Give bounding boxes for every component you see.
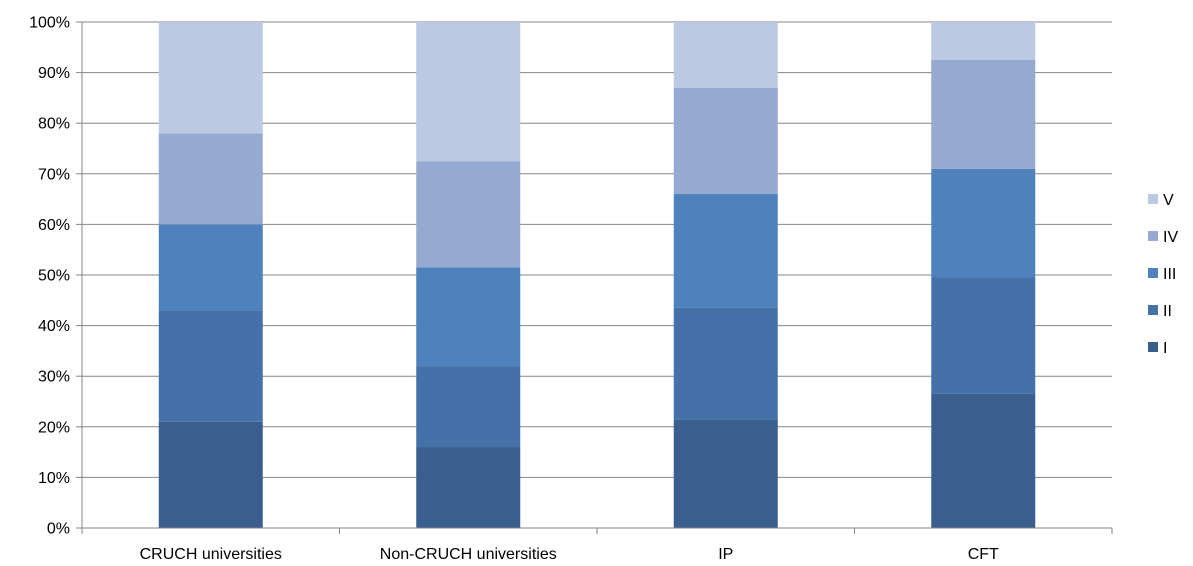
legend-swatch [1148, 194, 1158, 204]
bar-segment-iv [158, 133, 263, 225]
y-tick-label: 70% [38, 166, 70, 183]
legend-label: III [1163, 266, 1176, 283]
y-tick-label: 60% [38, 217, 70, 234]
bar-segment-iv [931, 59, 1036, 169]
y-tick-label: 0% [47, 521, 70, 538]
legend-label: I [1163, 340, 1167, 357]
bar-segment-iii [416, 267, 521, 367]
bar-segment-ii [158, 310, 263, 422]
x-tick-label: CFT [968, 546, 999, 563]
y-tick-label: 50% [38, 268, 70, 285]
bar-segment-i [416, 447, 521, 528]
bar-segment-v [416, 22, 521, 162]
y-tick-label: 80% [38, 116, 70, 133]
y-tick-label: 30% [38, 369, 70, 386]
legend-label: V [1163, 192, 1174, 209]
bar-segment-i [931, 393, 1036, 528]
bar-segment-iv [416, 161, 521, 268]
bar-segment-iii [158, 224, 263, 311]
legend-swatch [1148, 268, 1158, 278]
bar-segment-iii [673, 194, 778, 308]
bar-segment-iv [673, 87, 778, 195]
bar-segment-v [158, 22, 263, 134]
x-tick-label: IP [718, 546, 733, 563]
legend-swatch [1148, 231, 1158, 241]
x-tick-label: Non-CRUCH universities [380, 546, 557, 563]
bar-segment-ii [416, 366, 521, 448]
legend-label: IV [1163, 229, 1178, 246]
y-tick-label: 90% [38, 65, 70, 82]
y-tick-label: 40% [38, 318, 70, 335]
legend-swatch [1148, 305, 1158, 315]
legend-swatch [1148, 342, 1158, 352]
y-tick-label: 100% [29, 15, 70, 32]
y-tick-label: 20% [38, 419, 70, 436]
bar-segment-v [931, 22, 1036, 60]
bar-segment-i [673, 419, 778, 528]
bars [158, 22, 1036, 528]
bar-segment-ii [673, 307, 778, 420]
legend-label: II [1163, 303, 1172, 320]
axes: 0% 10% 20% 30% 40% 50% 60% 70% 80% 90% 100% CRUCH u… [29, 15, 1113, 563]
bar-segment-iii [931, 168, 1036, 278]
bar-segment-i [158, 421, 263, 528]
y-tick-label: 10% [38, 470, 70, 487]
x-tick-label: CRUCH universities [140, 546, 282, 563]
bar-segment-ii [931, 277, 1036, 394]
bar-segment-v [673, 22, 778, 88]
